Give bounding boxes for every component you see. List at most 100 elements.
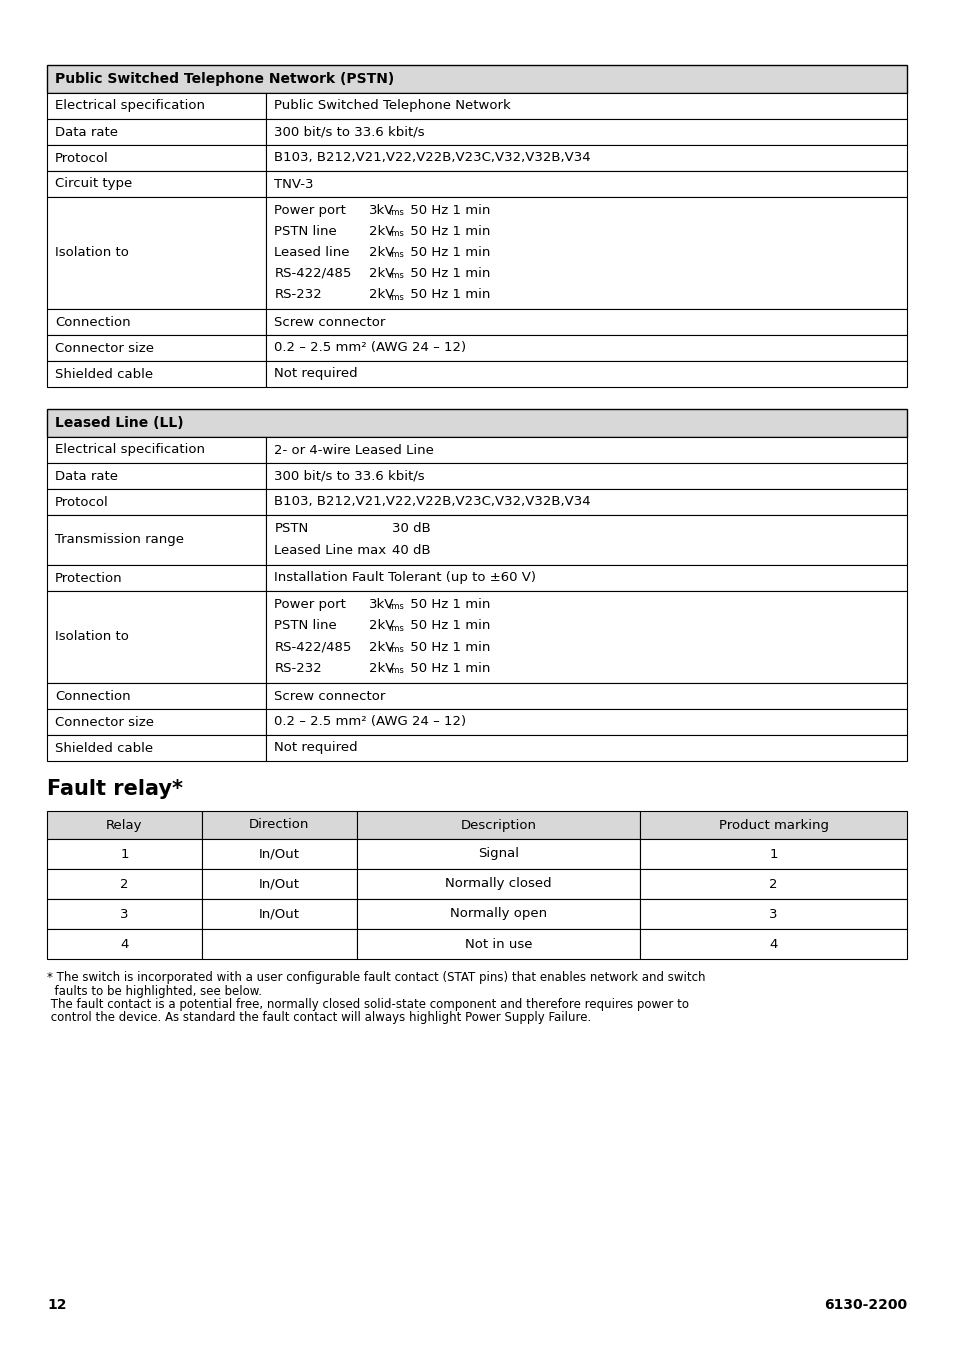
Text: 50 Hz 1 min: 50 Hz 1 min — [405, 267, 490, 279]
Text: Transmission range: Transmission range — [55, 533, 184, 547]
Text: Shielded cable: Shielded cable — [55, 741, 153, 755]
Text: Protocol: Protocol — [55, 151, 109, 165]
Text: Connector size: Connector size — [55, 716, 153, 729]
Text: Direction: Direction — [249, 818, 309, 832]
Bar — [47, 171, 266, 197]
Text: The fault contact is a potential free, normally closed solid-state component and: The fault contact is a potential free, n… — [47, 998, 688, 1011]
Bar — [47, 869, 202, 899]
Text: rms: rms — [388, 624, 403, 633]
Bar — [266, 437, 906, 463]
Bar — [47, 838, 202, 869]
Text: RS-232: RS-232 — [274, 288, 322, 301]
Bar — [356, 929, 639, 958]
Bar — [202, 899, 356, 929]
Text: Isolation to: Isolation to — [55, 247, 129, 259]
Bar — [266, 144, 906, 171]
Bar — [266, 514, 906, 566]
Text: Power port: Power port — [274, 204, 346, 216]
Text: 4: 4 — [120, 937, 129, 950]
Text: 2kV: 2kV — [369, 640, 395, 653]
Bar — [47, 360, 266, 387]
Text: 1: 1 — [120, 848, 129, 860]
Text: Electrical specification: Electrical specification — [55, 444, 205, 456]
Bar — [266, 566, 906, 591]
Bar — [47, 591, 266, 683]
Text: rms: rms — [388, 230, 403, 238]
Text: rms: rms — [388, 250, 403, 259]
Text: 3: 3 — [120, 907, 129, 921]
Text: In/Out: In/Out — [258, 907, 299, 921]
Text: 3kV: 3kV — [369, 204, 395, 216]
Text: 2- or 4-wire Leased Line: 2- or 4-wire Leased Line — [274, 444, 434, 456]
Text: Data rate: Data rate — [55, 470, 118, 482]
Bar — [47, 899, 202, 929]
Text: Description: Description — [460, 818, 536, 832]
Bar — [639, 811, 906, 838]
Bar — [47, 409, 906, 437]
Text: rms: rms — [388, 293, 403, 301]
Bar — [356, 869, 639, 899]
Text: 1: 1 — [769, 848, 777, 860]
Bar — [266, 463, 906, 489]
Text: In/Out: In/Out — [258, 878, 299, 891]
Text: Relay: Relay — [106, 818, 143, 832]
Text: Public Switched Telephone Network (PSTN): Public Switched Telephone Network (PSTN) — [55, 72, 394, 86]
Text: rms: rms — [388, 602, 403, 612]
Bar — [47, 335, 266, 360]
Bar — [356, 899, 639, 929]
Bar — [356, 811, 639, 838]
Text: B103, B212,V21,V22,V22B,V23C,V32,V32B,V34: B103, B212,V21,V22,V22B,V23C,V32,V32B,V3… — [274, 151, 590, 165]
Bar — [47, 811, 202, 838]
Text: 50 Hz 1 min: 50 Hz 1 min — [405, 640, 490, 653]
Bar — [266, 335, 906, 360]
Text: 50 Hz 1 min: 50 Hz 1 min — [405, 246, 490, 259]
Text: Screw connector: Screw connector — [274, 316, 385, 328]
Text: * The switch is incorporated with a user configurable fault contact (STAT pins) : * The switch is incorporated with a user… — [47, 971, 705, 984]
Text: 2kV: 2kV — [369, 224, 395, 238]
Text: Shielded cable: Shielded cable — [55, 367, 153, 381]
Bar — [266, 93, 906, 119]
Bar — [47, 514, 266, 566]
Text: Not required: Not required — [274, 741, 357, 755]
Text: 50 Hz 1 min: 50 Hz 1 min — [405, 598, 490, 610]
Text: 50 Hz 1 min: 50 Hz 1 min — [405, 620, 490, 632]
Text: Connection: Connection — [55, 316, 131, 328]
Text: PSTN: PSTN — [274, 522, 308, 536]
Bar — [266, 119, 906, 144]
Text: Protection: Protection — [55, 571, 123, 585]
Text: rms: rms — [388, 645, 403, 653]
Text: Fault relay*: Fault relay* — [47, 779, 183, 799]
Text: 0.2 – 2.5 mm² (AWG 24 – 12): 0.2 – 2.5 mm² (AWG 24 – 12) — [274, 342, 466, 355]
Text: 300 bit/s to 33.6 kbit/s: 300 bit/s to 33.6 kbit/s — [274, 470, 424, 482]
Bar — [47, 93, 266, 119]
Text: 2kV: 2kV — [369, 288, 395, 301]
Text: Not in use: Not in use — [464, 937, 532, 950]
Bar — [266, 360, 906, 387]
Text: Connection: Connection — [55, 690, 131, 702]
Text: RS-422/485: RS-422/485 — [274, 640, 352, 653]
Text: Installation Fault Tolerant (up to ±60 V): Installation Fault Tolerant (up to ±60 V… — [274, 571, 536, 585]
Text: Data rate: Data rate — [55, 126, 118, 139]
Bar — [47, 309, 266, 335]
Bar — [266, 171, 906, 197]
Text: 12: 12 — [47, 1297, 67, 1312]
Text: PSTN line: PSTN line — [274, 620, 336, 632]
Bar — [202, 811, 356, 838]
Text: 50 Hz 1 min: 50 Hz 1 min — [405, 288, 490, 301]
Bar — [266, 734, 906, 761]
Bar — [639, 899, 906, 929]
Bar — [266, 197, 906, 309]
Bar — [47, 65, 906, 93]
Text: Isolation to: Isolation to — [55, 630, 129, 644]
Text: 50 Hz 1 min: 50 Hz 1 min — [405, 662, 490, 675]
Text: 50 Hz 1 min: 50 Hz 1 min — [405, 224, 490, 238]
Bar — [639, 929, 906, 958]
Bar — [47, 489, 266, 514]
Bar — [47, 683, 266, 709]
Text: 2kV: 2kV — [369, 267, 395, 279]
Text: rms: rms — [388, 271, 403, 281]
Text: 3: 3 — [769, 907, 777, 921]
Text: 2kV: 2kV — [369, 620, 395, 632]
Text: Signal: Signal — [477, 848, 518, 860]
Text: rms: rms — [388, 667, 403, 675]
